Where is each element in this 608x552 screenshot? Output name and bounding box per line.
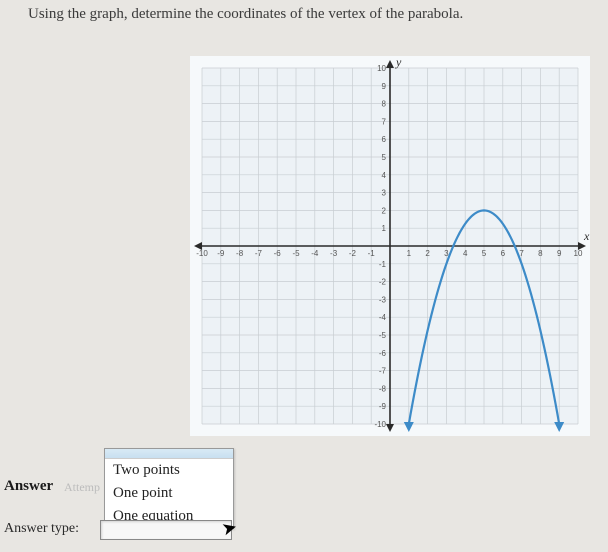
- svg-text:y: y: [395, 56, 402, 69]
- answer-label: Answer: [4, 478, 53, 495]
- svg-text:-5: -5: [379, 331, 387, 340]
- svg-text:-1: -1: [368, 249, 376, 258]
- svg-text:-6: -6: [274, 249, 282, 258]
- svg-text:-7: -7: [379, 367, 387, 376]
- svg-text:-7: -7: [255, 249, 263, 258]
- svg-text:9: 9: [382, 82, 387, 91]
- svg-text:-9: -9: [379, 402, 387, 411]
- svg-text:6: 6: [501, 249, 506, 258]
- svg-text:3: 3: [382, 189, 387, 198]
- dropdown-header: [105, 449, 233, 459]
- svg-text:7: 7: [382, 117, 387, 126]
- svg-text:5: 5: [482, 249, 487, 258]
- svg-text:-5: -5: [292, 249, 300, 258]
- svg-text:-3: -3: [330, 249, 338, 258]
- svg-text:-8: -8: [379, 384, 387, 393]
- svg-text:-4: -4: [311, 249, 319, 258]
- svg-text:10: 10: [574, 249, 583, 258]
- svg-text:4: 4: [382, 171, 387, 180]
- svg-text:x: x: [583, 229, 590, 243]
- svg-text:8: 8: [382, 100, 387, 109]
- answer-type-select[interactable]: [100, 520, 232, 540]
- svg-text:-8: -8: [236, 249, 244, 258]
- dropdown-option-two-points[interactable]: Two points: [105, 459, 233, 482]
- svg-text:-4: -4: [379, 313, 387, 322]
- svg-text:8: 8: [538, 249, 543, 258]
- svg-text:-2: -2: [349, 249, 357, 258]
- svg-text:-9: -9: [217, 249, 225, 258]
- svg-text:-3: -3: [379, 295, 387, 304]
- svg-text:-10: -10: [196, 249, 208, 258]
- svg-text:-1: -1: [379, 260, 387, 269]
- svg-text:1: 1: [382, 224, 387, 233]
- svg-text:1: 1: [407, 249, 412, 258]
- svg-text:2: 2: [382, 206, 387, 215]
- svg-text:2: 2: [425, 249, 430, 258]
- svg-text:-6: -6: [379, 349, 387, 358]
- svg-text:9: 9: [557, 249, 562, 258]
- svg-text:-2: -2: [379, 278, 387, 287]
- svg-text:5: 5: [382, 153, 387, 162]
- answer-type-label: Answer type:: [4, 521, 79, 537]
- coordinate-graph: -10 -9 -8 -7 -6 -5 -4 -3 -2 -1 1 2 3 4 5 6 7 8 9 10 -10 -9 -8 -…: [190, 56, 590, 436]
- attempt-label: Attemp: [64, 480, 100, 495]
- dropdown-option-one-point[interactable]: One point: [105, 482, 233, 505]
- svg-text:4: 4: [463, 249, 468, 258]
- svg-text:10: 10: [377, 64, 386, 73]
- answer-options-dropdown[interactable]: Two points One point One equation: [104, 448, 234, 529]
- question-prompt: Using the graph, determine the coordinat…: [28, 6, 463, 23]
- svg-text:6: 6: [382, 135, 387, 144]
- svg-text:-10: -10: [374, 420, 386, 429]
